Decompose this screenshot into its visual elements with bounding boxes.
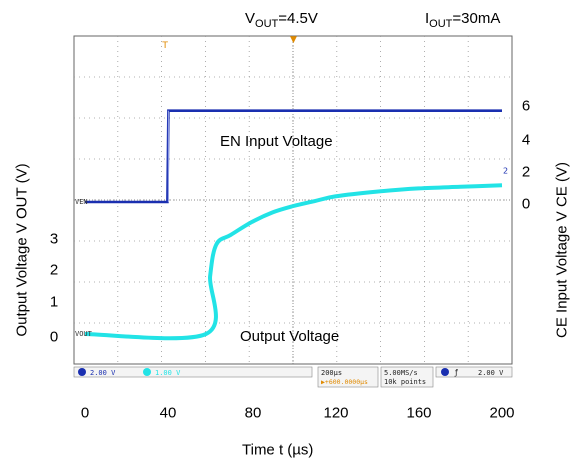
vout-title: VOUT=4.5V <box>245 10 318 30</box>
trigger-edge-icon: ƒ <box>454 368 458 377</box>
record-length: 10k points <box>384 378 426 386</box>
y-right-axis-label: CE Input Voltage V CE (V) <box>553 162 571 338</box>
vout-trace-label: VOUT <box>75 330 93 338</box>
x-tick: 80 <box>244 404 262 422</box>
annotation-output-voltage: Output Voltage <box>240 328 340 345</box>
ch2-badge <box>143 368 151 376</box>
ch2-scale: 1.00 V <box>155 369 181 377</box>
trigger-marker: T <box>161 41 168 51</box>
annotation-en-input: EN Input Voltage <box>220 133 333 150</box>
timebase-box <box>317 366 379 388</box>
x-tick: 40 <box>159 404 177 422</box>
ven-trace-label: VEN <box>75 198 88 206</box>
ch1-badge <box>78 368 86 376</box>
scope-status-bar: 2.00 V 1.00 V 200µs▶+600.0000µs 5.00MS/s10k… <box>73 366 513 388</box>
y-right-tick: 0 <box>521 195 531 213</box>
x-tick: 200 <box>489 404 515 422</box>
y-left-axis-label: Output Voltage V OUT (V) <box>13 163 31 337</box>
y-left-tick: 0 <box>49 328 59 346</box>
y-left-tick: 2 <box>49 261 59 279</box>
level-marker: 2 <box>503 166 508 175</box>
y-right-tick: 6 <box>521 97 531 115</box>
trigger-position-marker: ▼ <box>290 35 297 45</box>
x-axis-label: Time t (µs) <box>242 441 314 459</box>
y-right-tick: 2 <box>521 163 531 181</box>
x-tick: 120 <box>323 404 349 422</box>
y-right-tick: 4 <box>521 131 531 149</box>
sample-rate: 5.00MS/s <box>384 369 418 377</box>
y-left-tick: 1 <box>49 293 59 311</box>
y-left-tick: 3 <box>49 230 59 248</box>
trigger-position: ▶+600.0000µs <box>321 378 368 386</box>
trigger-source-badge <box>441 368 449 376</box>
iout-title: IOUT=30mA <box>425 10 501 30</box>
trigger-box <box>435 366 513 378</box>
vout-trace <box>84 183 503 341</box>
x-tick: 160 <box>406 404 432 422</box>
scope-grid: T ▼ 2 <box>73 35 513 365</box>
trigger-level: 2.00 V <box>478 369 504 377</box>
x-tick: 0 <box>80 404 90 422</box>
channel-status-box <box>73 366 313 378</box>
scope-traces: VEN VOUT <box>75 109 503 341</box>
sample-rate-box <box>380 366 434 388</box>
ch1-scale: 2.00 V <box>90 369 116 377</box>
timebase: 200µs <box>321 369 342 377</box>
